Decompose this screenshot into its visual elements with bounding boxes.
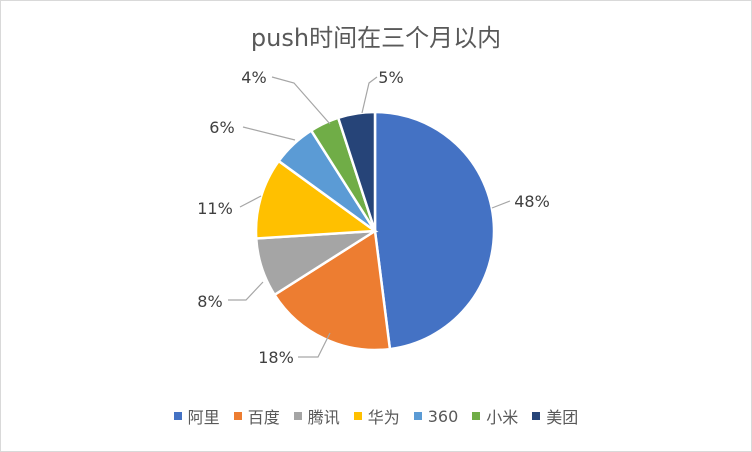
legend-label: 360 — [427, 406, 459, 426]
legend-swatch — [472, 412, 481, 420]
leader-line — [271, 76, 331, 125]
legend-swatch — [413, 412, 422, 420]
legend-swatch — [532, 412, 541, 420]
pie-slice-华为 — [254, 159, 379, 240]
legend-label: 小米 — [486, 408, 519, 427]
data-label: 5% — [378, 68, 403, 87]
leader-line — [491, 200, 511, 209]
leader-line — [242, 126, 296, 141]
chart-title: push时间在三个月以内 — [250, 24, 502, 52]
legend-item: 小米 — [472, 404, 518, 428]
leader-line — [298, 332, 331, 358]
data-label: 4% — [241, 68, 266, 87]
legend-label: 华为 — [367, 408, 400, 427]
legend-item: 百度 — [233, 404, 280, 428]
pie-slice-阿里 — [373, 110, 496, 351]
legend-swatch — [233, 412, 242, 420]
pie-slice-美团 — [336, 110, 377, 232]
data-label: 48% — [514, 192, 550, 211]
legend-item: 腾讯 — [293, 404, 340, 428]
leader-line — [228, 281, 264, 301]
data-label: 6% — [209, 118, 234, 137]
leader-line — [239, 195, 262, 208]
legend-swatch — [353, 412, 362, 420]
data-label: 11% — [197, 199, 233, 218]
legend: 阿里 百度 腾讯 华为 360 小米 美团 — [0, 404, 752, 428]
legend-item: 360 — [413, 406, 459, 426]
legend-label: 阿里 — [187, 408, 220, 427]
data-label: 8% — [197, 292, 222, 311]
legend-label: 腾讯 — [307, 408, 340, 427]
legend-swatch — [173, 412, 182, 420]
leader-line — [361, 76, 378, 114]
pie-slice-百度 — [272, 228, 392, 352]
data-label: 18% — [258, 348, 294, 367]
legend-item: 阿里 — [173, 404, 220, 428]
legend-swatch — [293, 412, 302, 420]
legend-item: 美团 — [532, 404, 578, 428]
legend-item: 华为 — [353, 404, 400, 428]
legend-label: 百度 — [247, 408, 280, 427]
legend-label: 美团 — [546, 408, 579, 427]
